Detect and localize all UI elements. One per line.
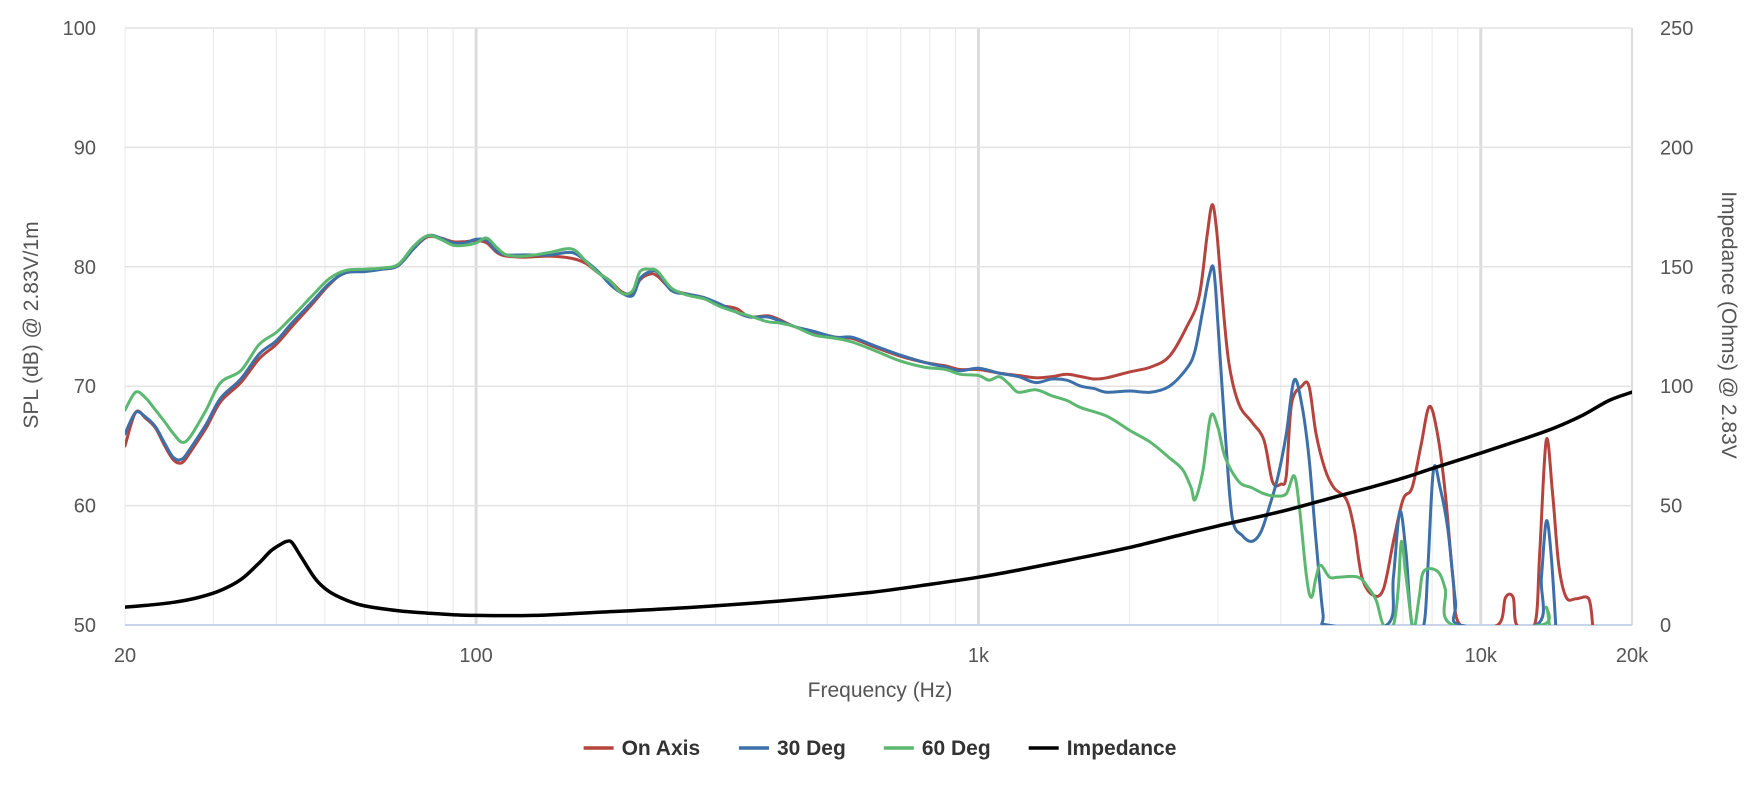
y-tick-label-right: 50 bbox=[1660, 496, 1682, 518]
legend-label-on-axis: On Axis bbox=[622, 737, 701, 760]
x-tick-label: 1k bbox=[968, 645, 990, 667]
series-line-on-axis bbox=[125, 203, 1595, 625]
series-line-impedance bbox=[125, 390, 1632, 618]
series-line-30-deg bbox=[125, 233, 1558, 625]
x-tick-label: 100 bbox=[459, 645, 492, 667]
x-tick-label: 20 bbox=[114, 645, 136, 667]
legend-label-30-deg: 30 Deg bbox=[777, 737, 846, 760]
y-tick-label-right: 100 bbox=[1660, 376, 1693, 398]
y-tick-label-right: 150 bbox=[1660, 257, 1693, 279]
y-axis-title-left: SPL (dB) @ 2.83V/1m bbox=[20, 221, 43, 428]
grid bbox=[124, 27, 1633, 626]
y-tick-label-left: 50 bbox=[74, 615, 96, 637]
y-tick-label-right: 200 bbox=[1660, 137, 1693, 159]
y-tick-label-left: 70 bbox=[74, 376, 96, 398]
series-lines bbox=[125, 203, 1632, 625]
y-tick-label-right: 250 bbox=[1660, 18, 1693, 40]
y-tick-label-left: 80 bbox=[74, 257, 96, 279]
y-tick-label-left: 90 bbox=[74, 137, 96, 159]
legend-label-impedance: Impedance bbox=[1067, 737, 1177, 760]
y-tick-label-left: 60 bbox=[74, 496, 96, 518]
legend: On Axis 30 Deg 60 Deg Impedance bbox=[583, 737, 1177, 760]
y-tick-label-left: 100 bbox=[63, 18, 96, 40]
x-tick-label: 20k bbox=[1616, 645, 1649, 667]
x-axis-title: Frequency (Hz) bbox=[808, 679, 953, 702]
series-line-60-deg bbox=[125, 234, 1551, 625]
x-tick-label: 10k bbox=[1465, 645, 1498, 667]
axis-ticks: 20 100 1k 10k 20k 50 60 70 80 90 100 0 50 100 150 200 25… bbox=[63, 18, 1694, 667]
y-tick-label-right: 0 bbox=[1660, 615, 1671, 637]
y-axis-title-right: Impedance (Ohms) @ 2.83V bbox=[1717, 191, 1740, 459]
legend-label-60-deg: 60 Deg bbox=[922, 737, 991, 760]
